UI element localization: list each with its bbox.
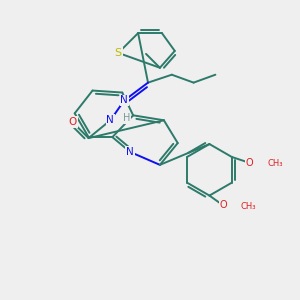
Text: N: N [106, 115, 114, 125]
Text: H: H [122, 113, 130, 123]
Text: O: O [69, 117, 77, 127]
Text: N: N [126, 147, 134, 157]
Text: O: O [246, 158, 254, 168]
Text: S: S [115, 48, 122, 58]
Text: CH₃: CH₃ [267, 159, 283, 168]
Text: O: O [220, 200, 227, 211]
Text: N: N [120, 95, 128, 106]
Text: CH₃: CH₃ [240, 202, 256, 211]
